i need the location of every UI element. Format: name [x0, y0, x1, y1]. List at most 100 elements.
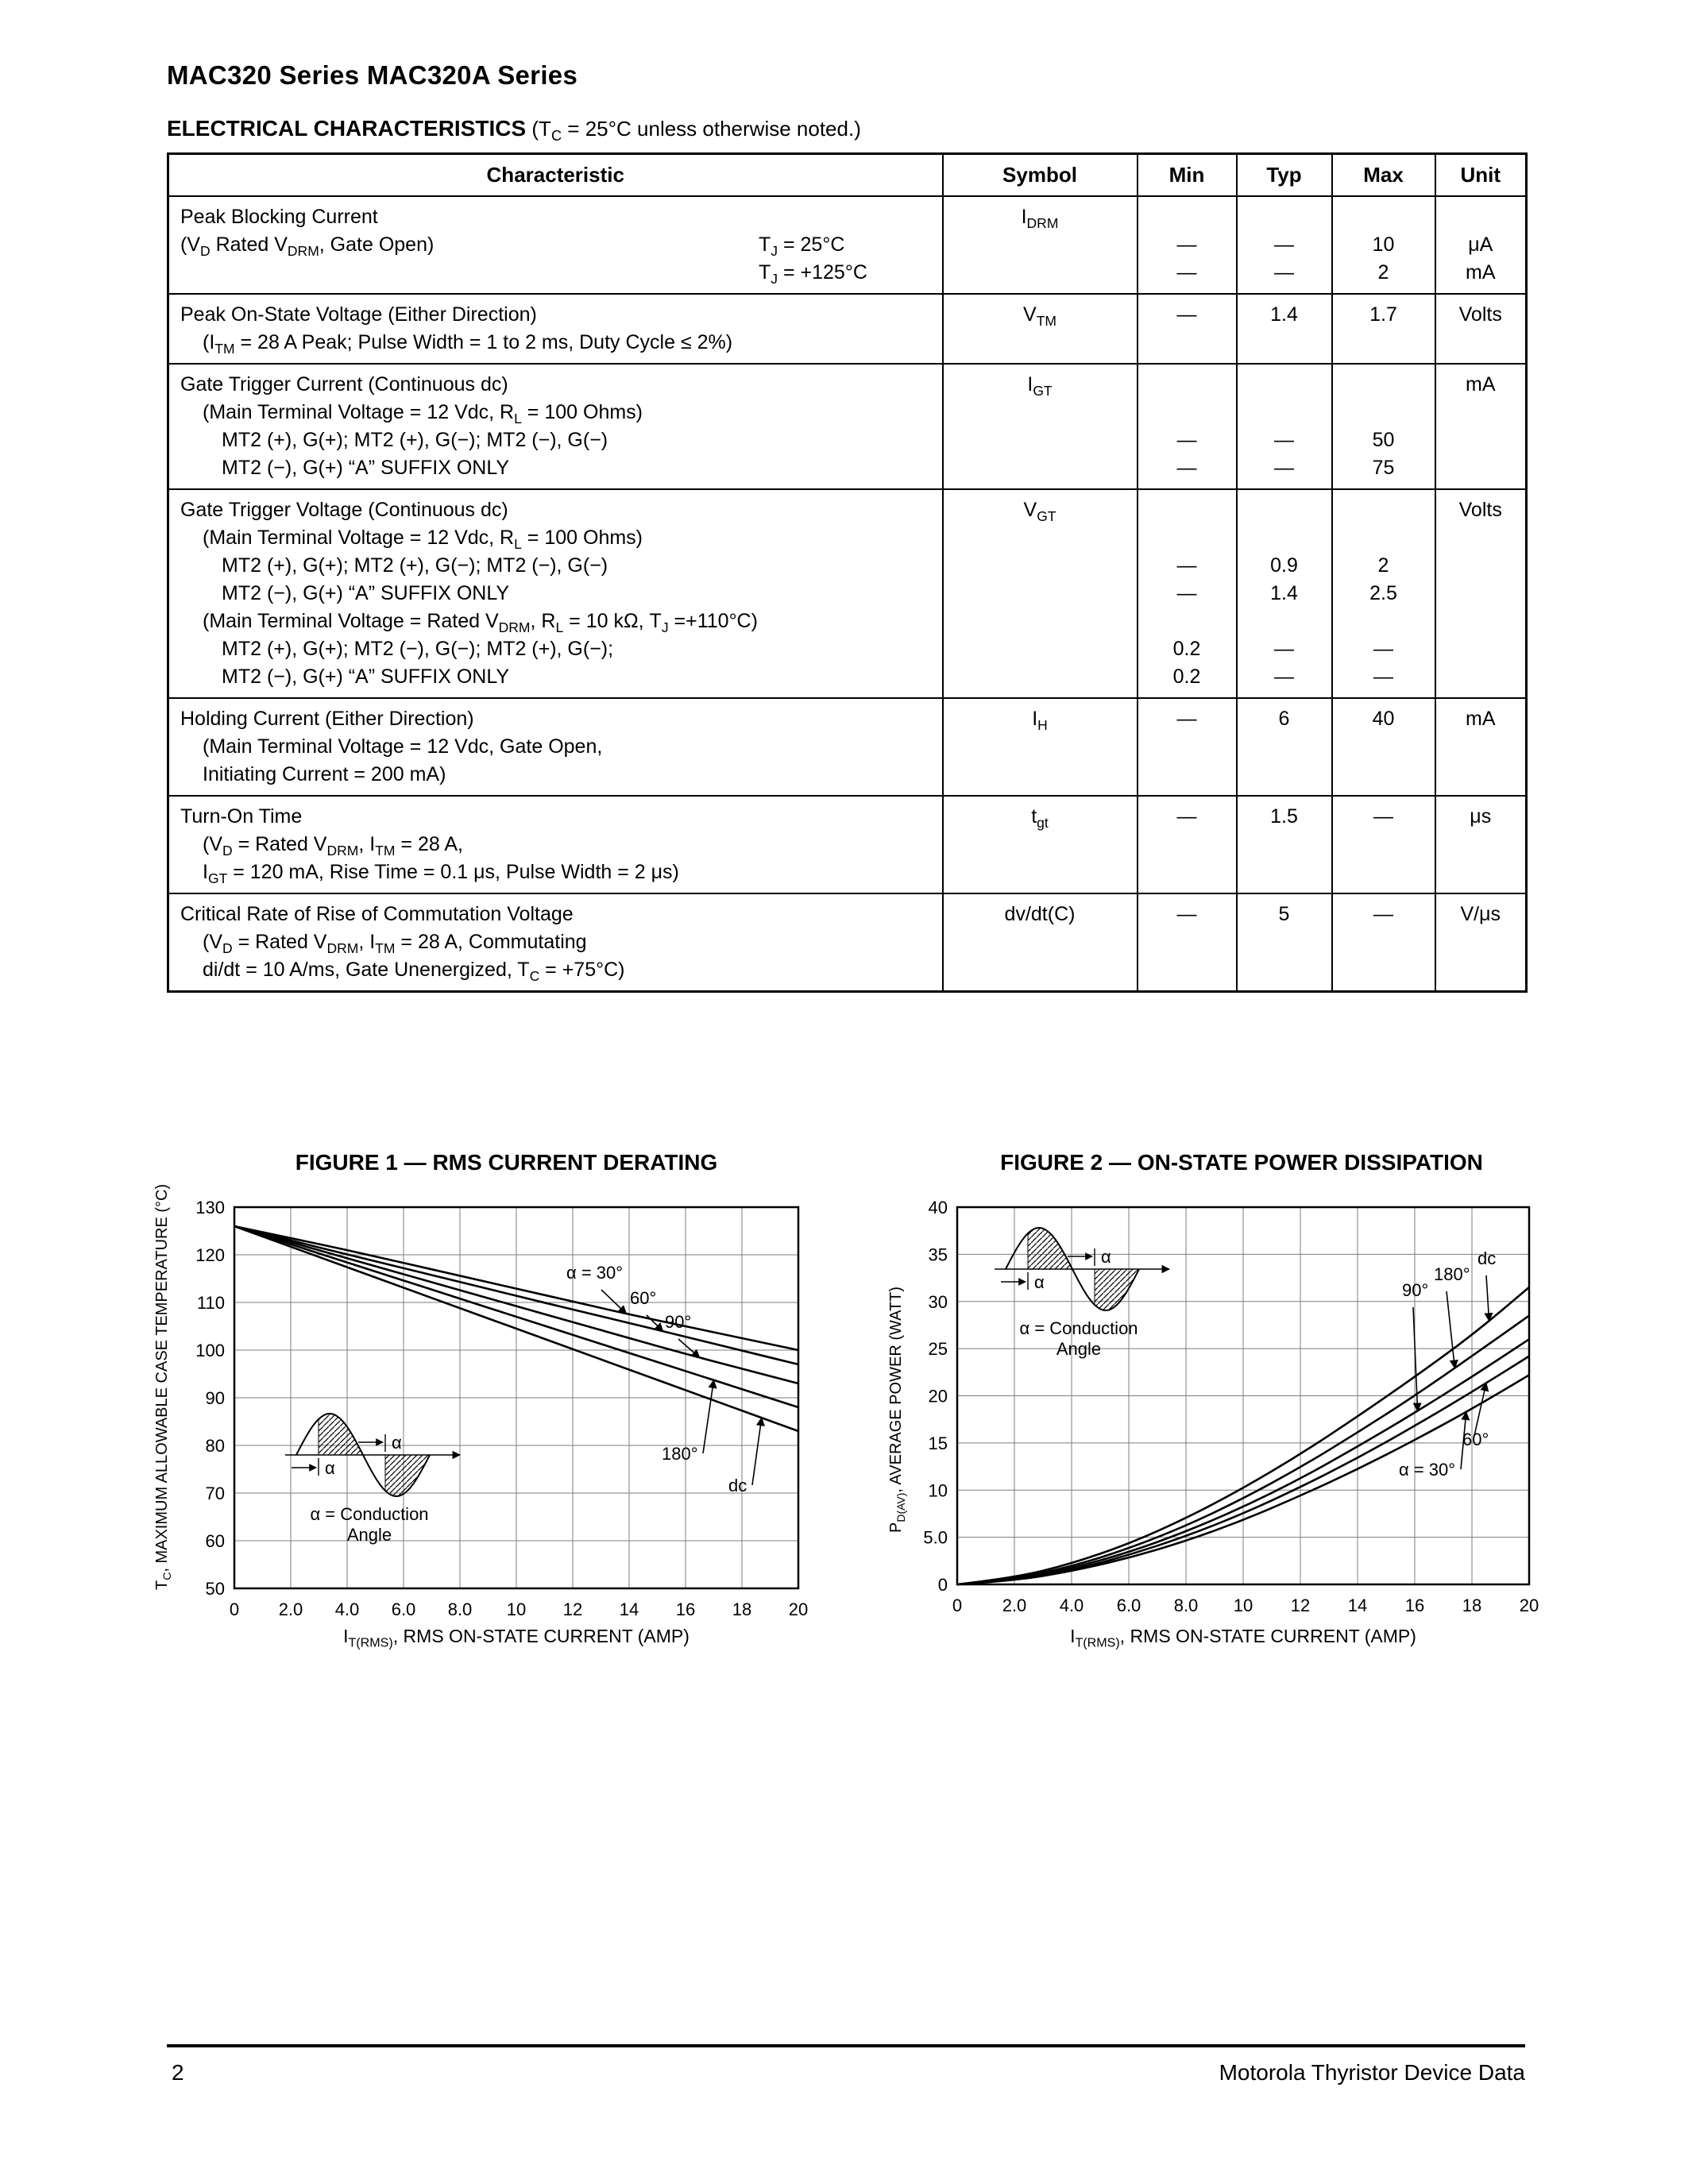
unit-value: μs — [1470, 805, 1492, 828]
min-value: — — [1176, 303, 1197, 326]
x-tick-label: 20 — [1520, 1596, 1539, 1615]
unit-value — [1436, 454, 1526, 482]
min-value — [1138, 761, 1236, 789]
max-value — [1333, 733, 1435, 761]
plot-border — [956, 1206, 1531, 1586]
unit-value — [1436, 608, 1526, 635]
unit-cell: mA — [1434, 363, 1528, 490]
characteristic-cell: Gate Trigger Current (Continuous dc) (Mai… — [167, 363, 944, 490]
series-label: 180° — [662, 1444, 698, 1464]
unit-value — [1436, 956, 1526, 984]
figure-1: FIGURE 1 — RMS CURRENT DERATING TC, MAXI… — [147, 1142, 866, 1670]
max-value: 10 — [1372, 233, 1395, 256]
unit-value — [1436, 426, 1526, 454]
symbol: IDRM — [1021, 206, 1059, 231]
series-curve-2 — [956, 1314, 1530, 1586]
symbol: dv/dt(C) — [1004, 903, 1076, 925]
series-label: 90° — [1402, 1280, 1428, 1300]
max-cell: 10 2 — [1331, 195, 1436, 295]
y-tick-label: 60 — [206, 1531, 225, 1551]
unit-cell: Volts — [1434, 488, 1528, 699]
unit-cell: μA mA — [1434, 195, 1528, 295]
typ-value: — — [1274, 233, 1294, 256]
min-value — [1138, 203, 1236, 231]
typ-value — [1238, 831, 1331, 859]
characteristic-text: IGT = 120 mA, Rise Time = 0.1 μs, Pulse … — [203, 861, 679, 886]
series-curve-5 — [956, 1374, 1530, 1586]
y-tick-label: 50 — [206, 1579, 225, 1599]
unit-cell: V/μs — [1434, 893, 1528, 993]
x-tick-label: 16 — [676, 1599, 695, 1619]
symbol: IH — [1032, 708, 1048, 733]
min-value — [1138, 496, 1236, 524]
max-value — [1333, 928, 1435, 956]
series-label: α = 30° — [1399, 1460, 1455, 1480]
y-tick-label: 80 — [206, 1436, 225, 1456]
unit-value — [1436, 761, 1526, 789]
unit-value — [1436, 399, 1526, 426]
footer-rule — [167, 2044, 1525, 2047]
table-row: Gate Trigger Voltage (Continuous dc) (Mai… — [167, 488, 1528, 699]
unit-value: V/μs — [1460, 903, 1501, 925]
min-value: — — [1176, 429, 1197, 451]
figure-2-plot: 0 2.0 4.0 6.0 8.0 10 12 14 16 18 20 40 35 30 25 20 15 10 5… — [923, 1198, 1539, 1615]
x-tick-label: 2.0 — [279, 1599, 303, 1619]
inset-alpha-label: α — [325, 1458, 335, 1478]
symbol: VGT — [1023, 499, 1056, 524]
y-tick-label: 15 — [929, 1433, 948, 1453]
unit-value — [1436, 552, 1526, 580]
typ-value: 1.4 — [1270, 582, 1298, 604]
characteristic-text: Gate Trigger Current (Continuous dc) — [180, 373, 508, 396]
y-tick-label: 35 — [929, 1244, 948, 1264]
figure-2: FIGURE 2 — ON-STATE POWER DISSIPATION PD… — [868, 1142, 1615, 1670]
figure-1-x-axis-label: IT(RMS), RMS ON-STATE CURRENT (AMP) — [343, 1626, 689, 1650]
characteristic-cell: Peak Blocking Current (VD Rated VDRM, Gat… — [167, 195, 944, 295]
unit-value — [1436, 859, 1526, 886]
typ-value: 0.9 — [1270, 554, 1298, 577]
table-row: Gate Trigger Current (Continuous dc) (Mai… — [167, 363, 1528, 490]
max-value: — — [1373, 805, 1393, 828]
series-curve-2 — [234, 1225, 799, 1366]
series-label-arrow — [678, 1338, 701, 1359]
characteristic-text: (VD = Rated VDRM, ITM = 28 A, Commutatin… — [203, 931, 587, 956]
inset-alpha-label: α — [1101, 1247, 1111, 1267]
max-value — [1333, 329, 1435, 357]
x-tick-label: 14 — [1348, 1596, 1367, 1615]
max-value — [1333, 831, 1435, 859]
x-tick-label: 6.0 — [1117, 1596, 1141, 1615]
series-label-arrow — [1446, 1291, 1458, 1369]
typ-cell: 1.4 — [1235, 293, 1333, 365]
unit-value: mA — [1466, 708, 1496, 730]
series-curve-4 — [234, 1225, 799, 1409]
characteristic-cell: Turn-On Time (VD = Rated VDRM, ITM = 28 A… — [167, 795, 944, 894]
min-value — [1138, 831, 1236, 859]
typ-value: — — [1274, 638, 1294, 660]
max-cell: 2 2.5 — — — [1331, 488, 1436, 699]
condition-note: TJ = 25°C — [759, 233, 845, 259]
column-header-unit: Unit — [1434, 152, 1528, 197]
min-value — [1138, 608, 1236, 635]
max-cell: 50 75 — [1331, 363, 1436, 490]
x-tick-label: 18 — [732, 1599, 751, 1619]
series-label-arrow — [1460, 1410, 1470, 1470]
characteristic-text: (VD = Rated VDRM, ITM = 28 A, — [203, 833, 463, 859]
characteristic-text: MT2 (+), G(+); MT2 (−), G(−); MT2 (+), G… — [222, 638, 614, 660]
characteristic-text: (VD Rated VDRM, Gate Open) — [180, 233, 435, 259]
y-tick-label: 10 — [929, 1480, 948, 1500]
series-label-arrow — [702, 1379, 717, 1454]
min-cell: — — [1136, 697, 1238, 797]
typ-value — [1238, 496, 1331, 524]
symbol-cell: dv/dt(C) — [941, 893, 1138, 993]
series-label: 90° — [665, 1312, 691, 1332]
x-tick-label: 4.0 — [1060, 1596, 1084, 1615]
min-value — [1138, 329, 1236, 357]
characteristic-text: Critical Rate of Rise of Commutation Vol… — [180, 903, 574, 925]
typ-value — [1238, 761, 1331, 789]
inset-alpha-label: α — [392, 1433, 402, 1453]
typ-value — [1238, 329, 1331, 357]
unit-value — [1436, 663, 1526, 691]
x-tick-label: 16 — [1405, 1596, 1424, 1615]
footer-text: Motorola Thyristor Device Data — [1219, 2060, 1525, 2085]
unit-cell: Volts — [1434, 293, 1528, 365]
